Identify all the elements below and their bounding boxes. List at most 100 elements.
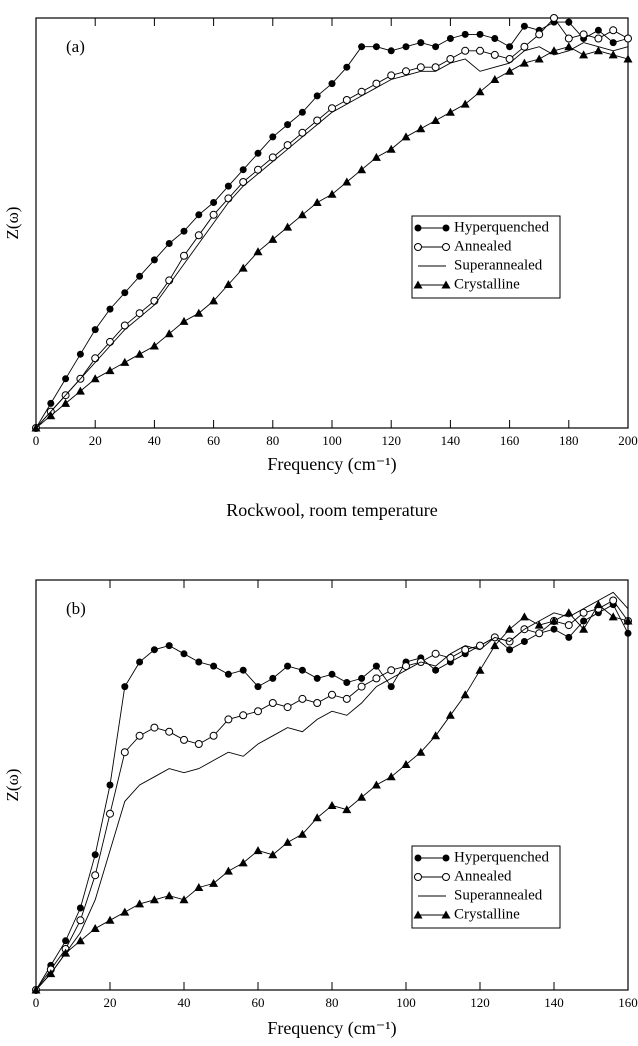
marker bbox=[594, 34, 603, 43]
marker bbox=[416, 747, 426, 756]
marker bbox=[476, 641, 484, 650]
marker bbox=[210, 199, 218, 206]
marker bbox=[298, 694, 307, 703]
marker bbox=[564, 34, 573, 43]
x-tick-label: 160 bbox=[500, 433, 520, 448]
marker bbox=[120, 321, 129, 330]
marker bbox=[431, 731, 441, 740]
marker bbox=[461, 46, 470, 55]
x-tick-label: 80 bbox=[326, 995, 339, 1010]
marker bbox=[564, 42, 574, 51]
marker bbox=[413, 910, 423, 919]
marker bbox=[195, 211, 203, 219]
marker bbox=[580, 617, 588, 625]
marker bbox=[593, 600, 603, 609]
x-tick-label: 0 bbox=[33, 995, 40, 1010]
marker bbox=[506, 646, 514, 654]
marker bbox=[194, 883, 204, 891]
marker bbox=[31, 985, 41, 994]
marker bbox=[401, 132, 411, 141]
x-tick-label: 100 bbox=[322, 433, 342, 448]
marker bbox=[505, 66, 515, 75]
marker bbox=[520, 42, 529, 51]
legend-label: Hyperquenched bbox=[454, 849, 549, 865]
marker bbox=[46, 969, 56, 978]
x-tick-label: 40 bbox=[178, 995, 191, 1010]
marker bbox=[549, 46, 559, 55]
marker bbox=[105, 915, 115, 924]
plot-frame bbox=[35, 579, 629, 991]
marker bbox=[442, 854, 450, 862]
marker bbox=[357, 165, 367, 174]
marker bbox=[414, 854, 422, 862]
marker bbox=[342, 96, 351, 104]
marker bbox=[209, 210, 218, 219]
marker bbox=[209, 878, 219, 887]
series-line bbox=[35, 46, 629, 429]
marker bbox=[194, 740, 203, 748]
marker bbox=[431, 63, 440, 72]
marker bbox=[357, 87, 366, 96]
marker bbox=[372, 662, 380, 670]
marker bbox=[164, 329, 174, 338]
marker bbox=[313, 699, 322, 707]
marker bbox=[239, 166, 247, 174]
marker bbox=[194, 231, 203, 240]
marker bbox=[165, 240, 173, 247]
marker bbox=[371, 152, 381, 161]
marker bbox=[445, 710, 455, 719]
x-tick-label: 20 bbox=[104, 995, 117, 1010]
marker bbox=[75, 386, 85, 395]
marker bbox=[239, 666, 247, 674]
marker bbox=[135, 309, 144, 318]
marker bbox=[441, 280, 451, 289]
marker bbox=[476, 30, 484, 38]
marker bbox=[520, 22, 528, 30]
x-tick-label: 100 bbox=[396, 995, 416, 1010]
marker bbox=[239, 178, 248, 186]
marker bbox=[179, 895, 189, 904]
x-axis-label: Frequency (cm⁻¹) bbox=[267, 454, 396, 475]
marker bbox=[239, 711, 248, 720]
marker bbox=[135, 899, 145, 908]
marker bbox=[579, 608, 588, 617]
marker bbox=[550, 14, 558, 22]
marker bbox=[609, 26, 618, 35]
marker bbox=[165, 642, 173, 650]
marker bbox=[180, 227, 188, 235]
marker bbox=[254, 707, 262, 716]
marker bbox=[268, 699, 277, 707]
marker bbox=[31, 423, 41, 432]
marker bbox=[358, 674, 366, 682]
marker bbox=[432, 666, 440, 674]
marker bbox=[550, 625, 558, 633]
marker bbox=[608, 50, 618, 59]
marker bbox=[579, 50, 589, 59]
marker bbox=[358, 43, 366, 51]
marker bbox=[135, 349, 145, 358]
marker bbox=[298, 108, 306, 116]
marker bbox=[90, 374, 100, 383]
marker bbox=[136, 658, 144, 666]
marker bbox=[180, 735, 188, 744]
legend-label: Hyperquenched bbox=[454, 219, 549, 235]
marker bbox=[106, 337, 114, 346]
series-line bbox=[35, 599, 629, 991]
marker bbox=[120, 357, 130, 366]
marker bbox=[328, 690, 336, 699]
marker bbox=[283, 837, 293, 846]
marker bbox=[432, 43, 440, 51]
marker bbox=[61, 948, 71, 957]
y-axis-label: Z(ω) bbox=[3, 207, 22, 240]
marker bbox=[121, 289, 129, 297]
marker bbox=[149, 895, 159, 904]
marker bbox=[387, 683, 395, 691]
marker bbox=[401, 760, 411, 768]
marker bbox=[357, 792, 367, 801]
marker bbox=[609, 596, 618, 605]
marker bbox=[534, 54, 544, 63]
marker bbox=[402, 67, 410, 76]
marker bbox=[609, 39, 617, 47]
marker bbox=[106, 781, 114, 789]
x-tick-label: 60 bbox=[207, 433, 220, 448]
